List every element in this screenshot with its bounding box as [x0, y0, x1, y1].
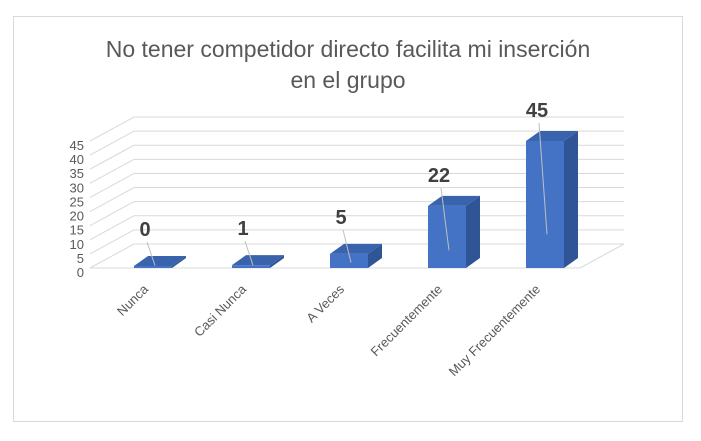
x-category-label: Nunca	[114, 281, 152, 319]
floor-right-edge	[579, 243, 625, 269]
bar-top	[134, 256, 186, 266]
bar-top	[232, 255, 284, 266]
data-label: 22	[428, 165, 450, 187]
data-label: 5	[335, 207, 346, 229]
y-tick-label: 15	[70, 223, 84, 238]
data-label-leader	[146, 241, 156, 266]
y-tick-label: 20	[70, 209, 84, 224]
bar-side	[466, 195, 480, 268]
y-tick-label: 35	[70, 166, 84, 181]
data-label: 45	[526, 100, 548, 122]
data-label-leader	[244, 241, 254, 266]
bar-top	[526, 131, 578, 141]
data-label: 0	[139, 219, 150, 241]
gridline-side	[89, 215, 135, 241]
bar-front	[134, 266, 172, 268]
bar-side	[270, 255, 284, 268]
chart-title: No tener competidor directo facilita mi …	[105, 36, 591, 93]
gridline-side	[89, 116, 135, 142]
x-category-label: A Veces	[303, 281, 347, 325]
bar-front	[232, 265, 270, 268]
gridline-side	[89, 144, 135, 170]
x-category-label: Muy Frecuentemente	[446, 282, 543, 379]
data-label-leader	[440, 187, 450, 251]
data-label-leader	[538, 122, 548, 235]
x-category-label: Casi Nunca	[191, 281, 250, 340]
gridline-side	[89, 187, 135, 212]
bar-side	[172, 256, 186, 268]
gridline-side	[89, 130, 135, 156]
bar-front	[330, 253, 368, 268]
bar-top	[330, 243, 382, 254]
x-category-label: Frecuentemente	[368, 282, 446, 360]
y-tick-label: 5	[77, 251, 84, 266]
y-tick-label: 25	[70, 194, 84, 209]
y-tick-label: 30	[70, 180, 84, 195]
gridline-side	[89, 201, 135, 227]
bar-side	[564, 131, 578, 268]
gridline-side	[89, 243, 135, 269]
y-tick-label: 0	[77, 265, 84, 280]
gridline-side	[89, 173, 135, 198]
y-tick-label: 40	[70, 152, 84, 167]
y-tick-label: 45	[70, 138, 84, 153]
bar-top	[428, 195, 480, 206]
gridline-side	[89, 158, 135, 184]
bar-side	[368, 243, 382, 268]
data-label: 1	[237, 218, 248, 240]
y-tick-label: 10	[70, 237, 84, 252]
data-label-leader	[342, 229, 352, 263]
gridline-side	[89, 229, 135, 255]
